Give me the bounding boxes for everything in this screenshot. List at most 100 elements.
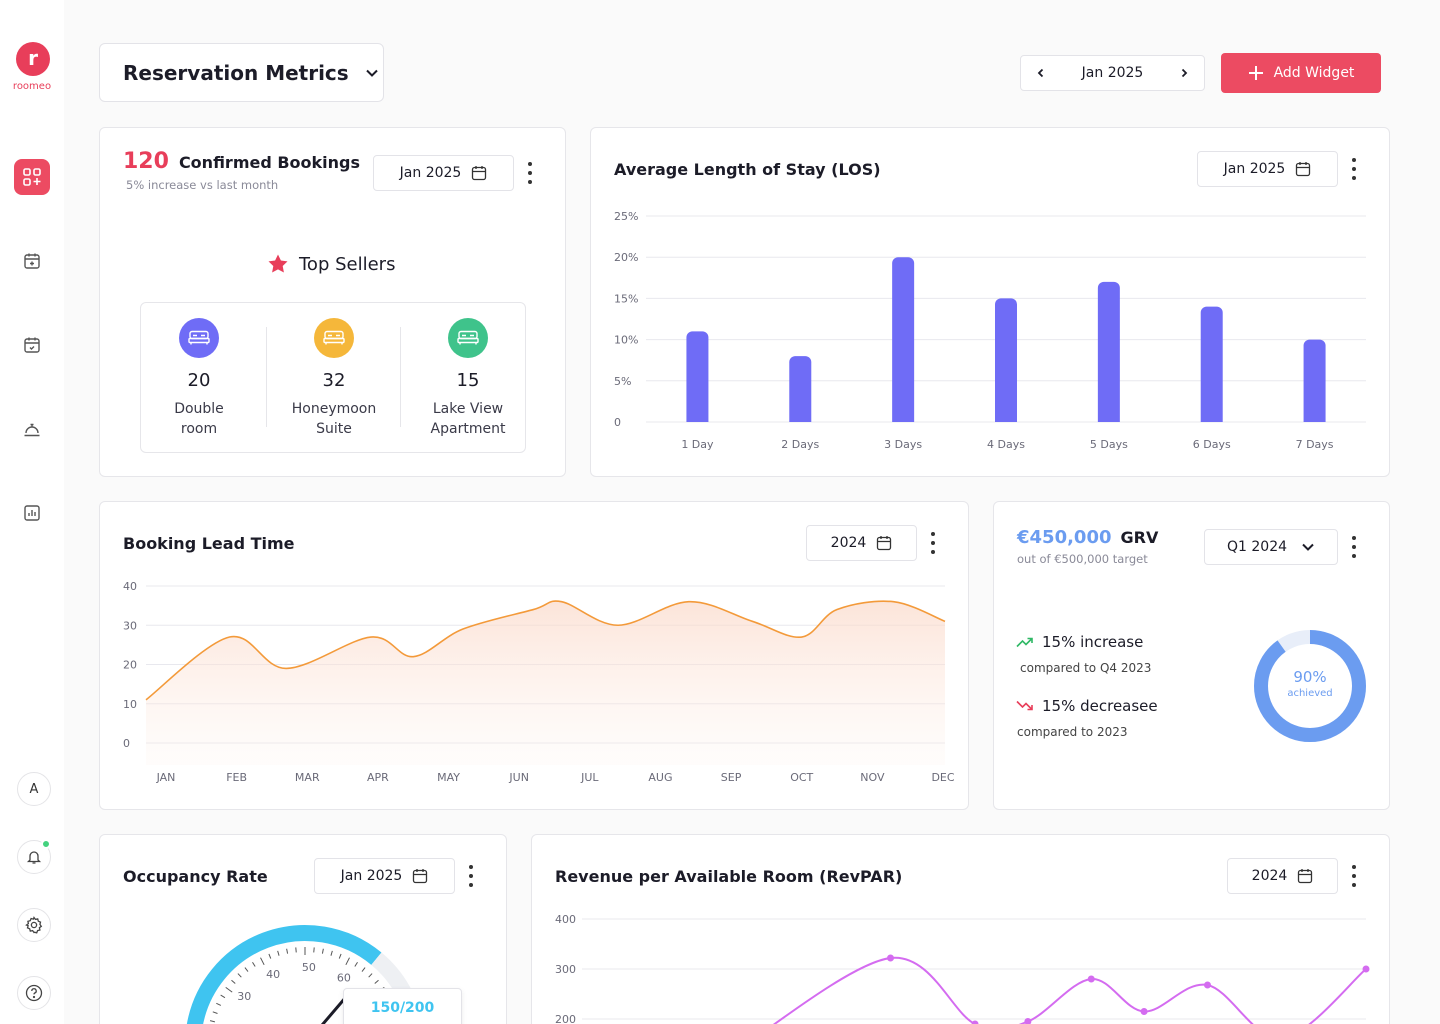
lead-time-menu-button[interactable] [930,532,936,554]
trend-up-icon [1016,637,1033,648]
gauge-tick-label: 30 [237,990,251,1003]
occupancy-card: Occupancy Rate Jan 2025 203040506070 150… [99,834,507,1024]
bar [1303,339,1326,422]
gauge-tick [338,953,342,959]
grv-menu-button[interactable] [1351,536,1357,558]
bookings-subtitle: 5% increase vs last month [126,178,279,192]
revpar-date-picker[interactable]: 2024 [1227,858,1338,894]
chevron-down-icon [1302,543,1314,551]
revpar-point [1362,965,1370,973]
gauge-tick [237,973,242,978]
seller-item-lake-view-apartment[interactable]: 15 Lake View Apartment [410,318,526,439]
revpar-point [971,1020,979,1024]
star-icon [268,254,288,273]
notification-dot [41,839,51,849]
occupancy-menu-button[interactable] [468,865,474,887]
dashboard-selector[interactable]: Reservation Metrics [99,43,384,102]
sidebar-item-new-reservation[interactable] [14,243,50,279]
logo-mark: r [16,42,50,76]
occupancy-tooltip-value: 150/200 [370,1000,435,1016]
y-tick-label: 0 [123,737,130,750]
gauge-tick-label: 60 [337,971,351,984]
gauge-tick [345,957,350,966]
los-card: Average Length of Stay (LOS) Jan 2025 0 5… [590,127,1390,477]
los-menu-button[interactable] [1351,158,1357,180]
bookings-date-picker[interactable]: Jan 2025 [373,155,514,191]
bookings-title: Confirmed Bookings [178,153,361,172]
seller-name: Honeymoon Suite [291,401,377,437]
bar [995,298,1017,422]
sidebar-item-reports[interactable] [14,495,50,531]
chevron-down-icon [365,69,378,77]
notification-icon [26,851,42,864]
seller-count: 15 [456,370,480,391]
logo-text: roomeo [12,81,52,92]
gauge-tick [252,961,256,967]
lead-time-area-chart: 0 10 20 30 40 JAN FEB MAR APR MAY JUN JUL AUG SEP OCT N… [123,580,955,784]
x-tick-label: JUL [580,771,599,784]
los-bar-chart: 0 5% 10% 15% 20% 25% 1 Day 2 Days 3 Days 4 Days 5 … [614,210,1366,451]
x-tick-label: 1 Day [681,438,714,451]
lead-time-card: Booking Lead Time 2024 0 10 20 30 40 JAN FEB MA… [99,501,969,810]
page-title: Reservation Metrics [123,60,349,85]
help-button[interactable] [17,976,51,1010]
bell-service-icon [24,423,40,437]
notifications-button[interactable] [17,839,51,874]
revpar-title: Revenue per Available Room (RevPAR) [555,867,903,886]
sidebar-item-reservations[interactable] [14,327,50,363]
lead-time-period: 2024 [830,535,867,551]
bar [1200,306,1223,422]
grv-amount: €450,000 [1017,527,1112,548]
settings-button[interactable] [17,908,51,942]
gauge-tick-label: 50 [302,961,316,974]
grv-period-select[interactable]: Q1 2024 [1204,529,1338,565]
bed-icon [323,330,345,345]
y-tick-label: 20% [614,251,638,264]
gauge-tick [368,973,373,978]
sidebar: r roomeo A [0,0,64,1024]
sidebar-item-dashboard[interactable] [14,159,50,195]
y-tick-label: 10 [123,698,137,711]
calendar-check-icon [24,337,40,353]
calendar-icon [877,536,892,551]
revpar-point [887,954,894,962]
grv-achieved-label: achieved [1287,688,1333,699]
lead-time-area [146,601,945,765]
revpar-menu-button[interactable] [1351,865,1357,887]
occupancy-period: Jan 2025 [340,868,403,884]
bed-icon [457,330,479,345]
bookings-period: Jan 2025 [399,165,462,181]
y-tick-label: 0 [614,416,621,429]
revpar-period: 2024 [1251,868,1288,884]
gauge-tick [212,1011,218,1014]
lead-time-line [145,600,946,701]
seller-name: Lake View Apartment [430,401,506,437]
chevron-right-icon[interactable] [1178,67,1190,79]
gauge-tick [231,979,236,984]
avatar[interactable]: A [17,772,51,806]
grv-increase-note: compared to Q4 2023 [1020,661,1152,675]
los-date-picker[interactable]: Jan 2025 [1197,151,1338,187]
seller-item-double-room[interactable]: 20 Double room [141,318,257,439]
calendar-plus-icon [24,253,40,269]
seller-item-honeymoon-suite[interactable]: 32 Honeymoon Suite [276,318,392,439]
gauge-tick [225,986,233,993]
chevron-left-icon[interactable] [1035,67,1047,79]
bookings-menu-button[interactable] [527,162,533,184]
gauge-tick-label: 40 [266,968,280,981]
report-chart-icon [24,505,40,521]
current-period: Jan 2025 [1081,65,1144,81]
sidebar-item-services[interactable] [14,411,50,447]
gauge-tick [268,953,272,959]
top-sellers-heading: Top Sellers [267,253,395,275]
occupancy-tooltip: 150/200 [343,988,462,1024]
x-tick-label: OCT [790,771,813,784]
add-widget-label: Add Widget [1273,65,1355,81]
x-tick-label: 4 Days [987,438,1025,451]
occupancy-date-picker[interactable]: Jan 2025 [314,858,455,894]
lead-time-date-picker[interactable]: 2024 [806,525,917,561]
dashboard-icon [23,168,41,186]
x-tick-label: FEB [226,771,247,784]
y-tick-label: 10% [614,334,638,347]
add-widget-button[interactable]: Add Widget [1221,53,1381,93]
